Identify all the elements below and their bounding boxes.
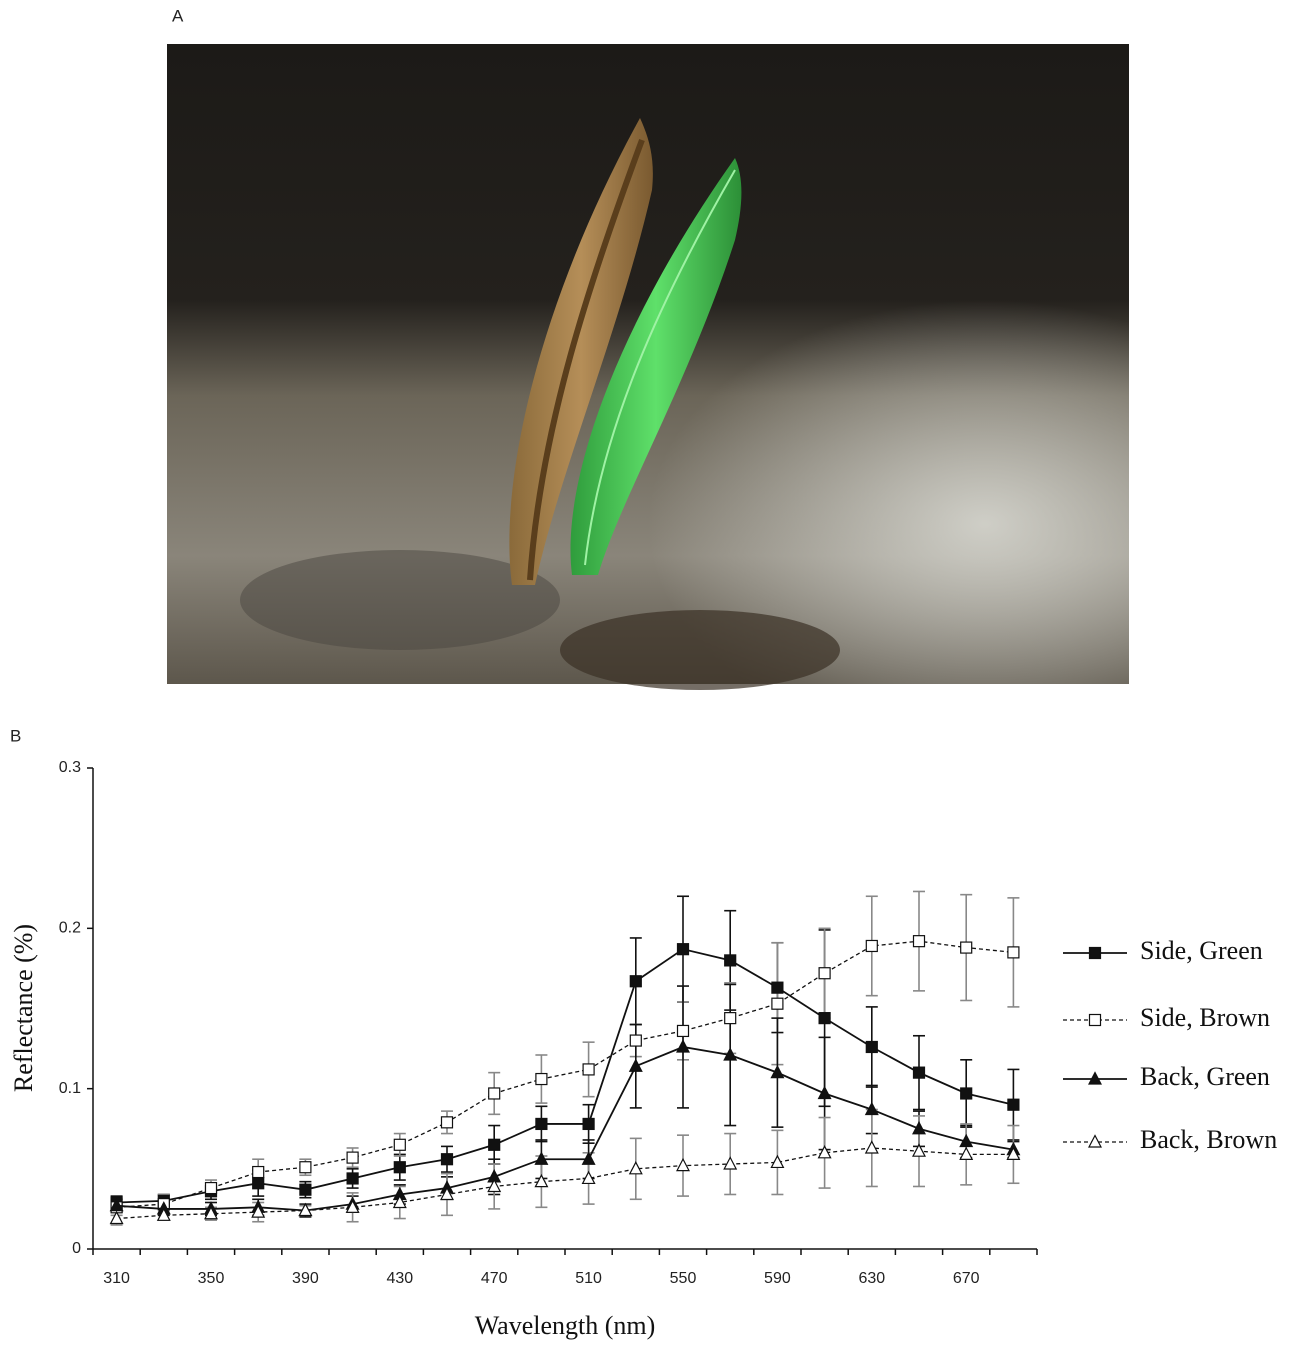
marker (253, 1167, 264, 1178)
marker (819, 1087, 831, 1099)
marker (489, 1088, 500, 1099)
marker (583, 1064, 594, 1075)
marker (772, 982, 783, 993)
legend-item: Side, Green (1063, 936, 1263, 965)
marker (677, 1040, 689, 1052)
marker (394, 1162, 405, 1173)
panel-label: B (10, 726, 21, 745)
marker (866, 1141, 878, 1153)
marker (630, 1035, 641, 1046)
y-tick-label: 0.3 (59, 759, 81, 776)
legend-marker (1089, 1136, 1101, 1148)
x-tick-label: 510 (575, 1270, 602, 1287)
x-axis-label: Wavelength (nm) (475, 1311, 656, 1340)
panel-label: A (172, 6, 184, 25)
x-tick-label: 470 (481, 1270, 508, 1287)
marker (536, 1074, 547, 1085)
x-tick-label: 630 (858, 1270, 885, 1287)
legend-marker (1090, 948, 1101, 959)
marker (347, 1173, 358, 1184)
marker (961, 1088, 972, 1099)
marker (725, 955, 736, 966)
x-tick-label: 550 (670, 1270, 697, 1287)
series-line (117, 1047, 1014, 1211)
legend-label: Back, Green (1140, 1062, 1270, 1091)
marker (300, 1184, 311, 1195)
photo (167, 44, 1129, 690)
marker (536, 1118, 547, 1129)
marker (772, 998, 783, 1009)
series-line (117, 949, 1014, 1202)
marker (111, 1212, 123, 1224)
marker (253, 1178, 264, 1189)
marker (442, 1117, 453, 1128)
x-tick-label: 350 (198, 1270, 225, 1287)
legend-item: Side, Brown (1063, 1003, 1270, 1032)
y-tick-label: 0.2 (59, 920, 81, 937)
x-tick-label: 590 (764, 1270, 791, 1287)
marker (961, 942, 972, 953)
marker (678, 1025, 689, 1036)
marker (442, 1154, 453, 1165)
legend-item: Back, Green (1063, 1062, 1270, 1091)
legend-label: Side, Brown (1140, 1003, 1270, 1032)
marker (1008, 947, 1019, 958)
marker (819, 1013, 830, 1024)
marker (725, 1013, 736, 1024)
y-axis-label: Reflectance (%) (9, 924, 38, 1092)
legend-label: Back, Brown (1140, 1125, 1277, 1154)
marker (583, 1118, 594, 1129)
marker (535, 1175, 547, 1187)
marker (678, 944, 689, 955)
marker (300, 1162, 311, 1173)
legend-label: Side, Green (1140, 936, 1263, 965)
marker (866, 940, 877, 951)
marker (677, 1159, 689, 1171)
marker (206, 1183, 217, 1194)
marker (630, 976, 641, 987)
marker (819, 968, 830, 979)
marker (914, 936, 925, 947)
y-tick-label: 0 (72, 1240, 81, 1257)
marker (394, 1139, 405, 1150)
marker (724, 1158, 736, 1170)
marker (347, 1152, 358, 1163)
y-tick-label: 0.1 (59, 1080, 81, 1097)
legend-marker (1090, 1015, 1101, 1026)
marker (1008, 1099, 1019, 1110)
x-tick-label: 390 (292, 1270, 319, 1287)
x-tick-label: 310 (103, 1270, 130, 1287)
marker (489, 1139, 500, 1150)
x-tick-label: 430 (386, 1270, 413, 1287)
page: {"panels": {"a": "A", "b": "B"}, "chart_… (0, 0, 1299, 1343)
series-line (117, 941, 1014, 1207)
marker (866, 1041, 877, 1052)
x-tick-label: 670 (953, 1270, 980, 1287)
legend-item: Back, Brown (1063, 1125, 1277, 1154)
figure: A B Wavelength (nm) Reflectance (%) 0 0.1… (0, 0, 1299, 1343)
marker (914, 1067, 925, 1078)
